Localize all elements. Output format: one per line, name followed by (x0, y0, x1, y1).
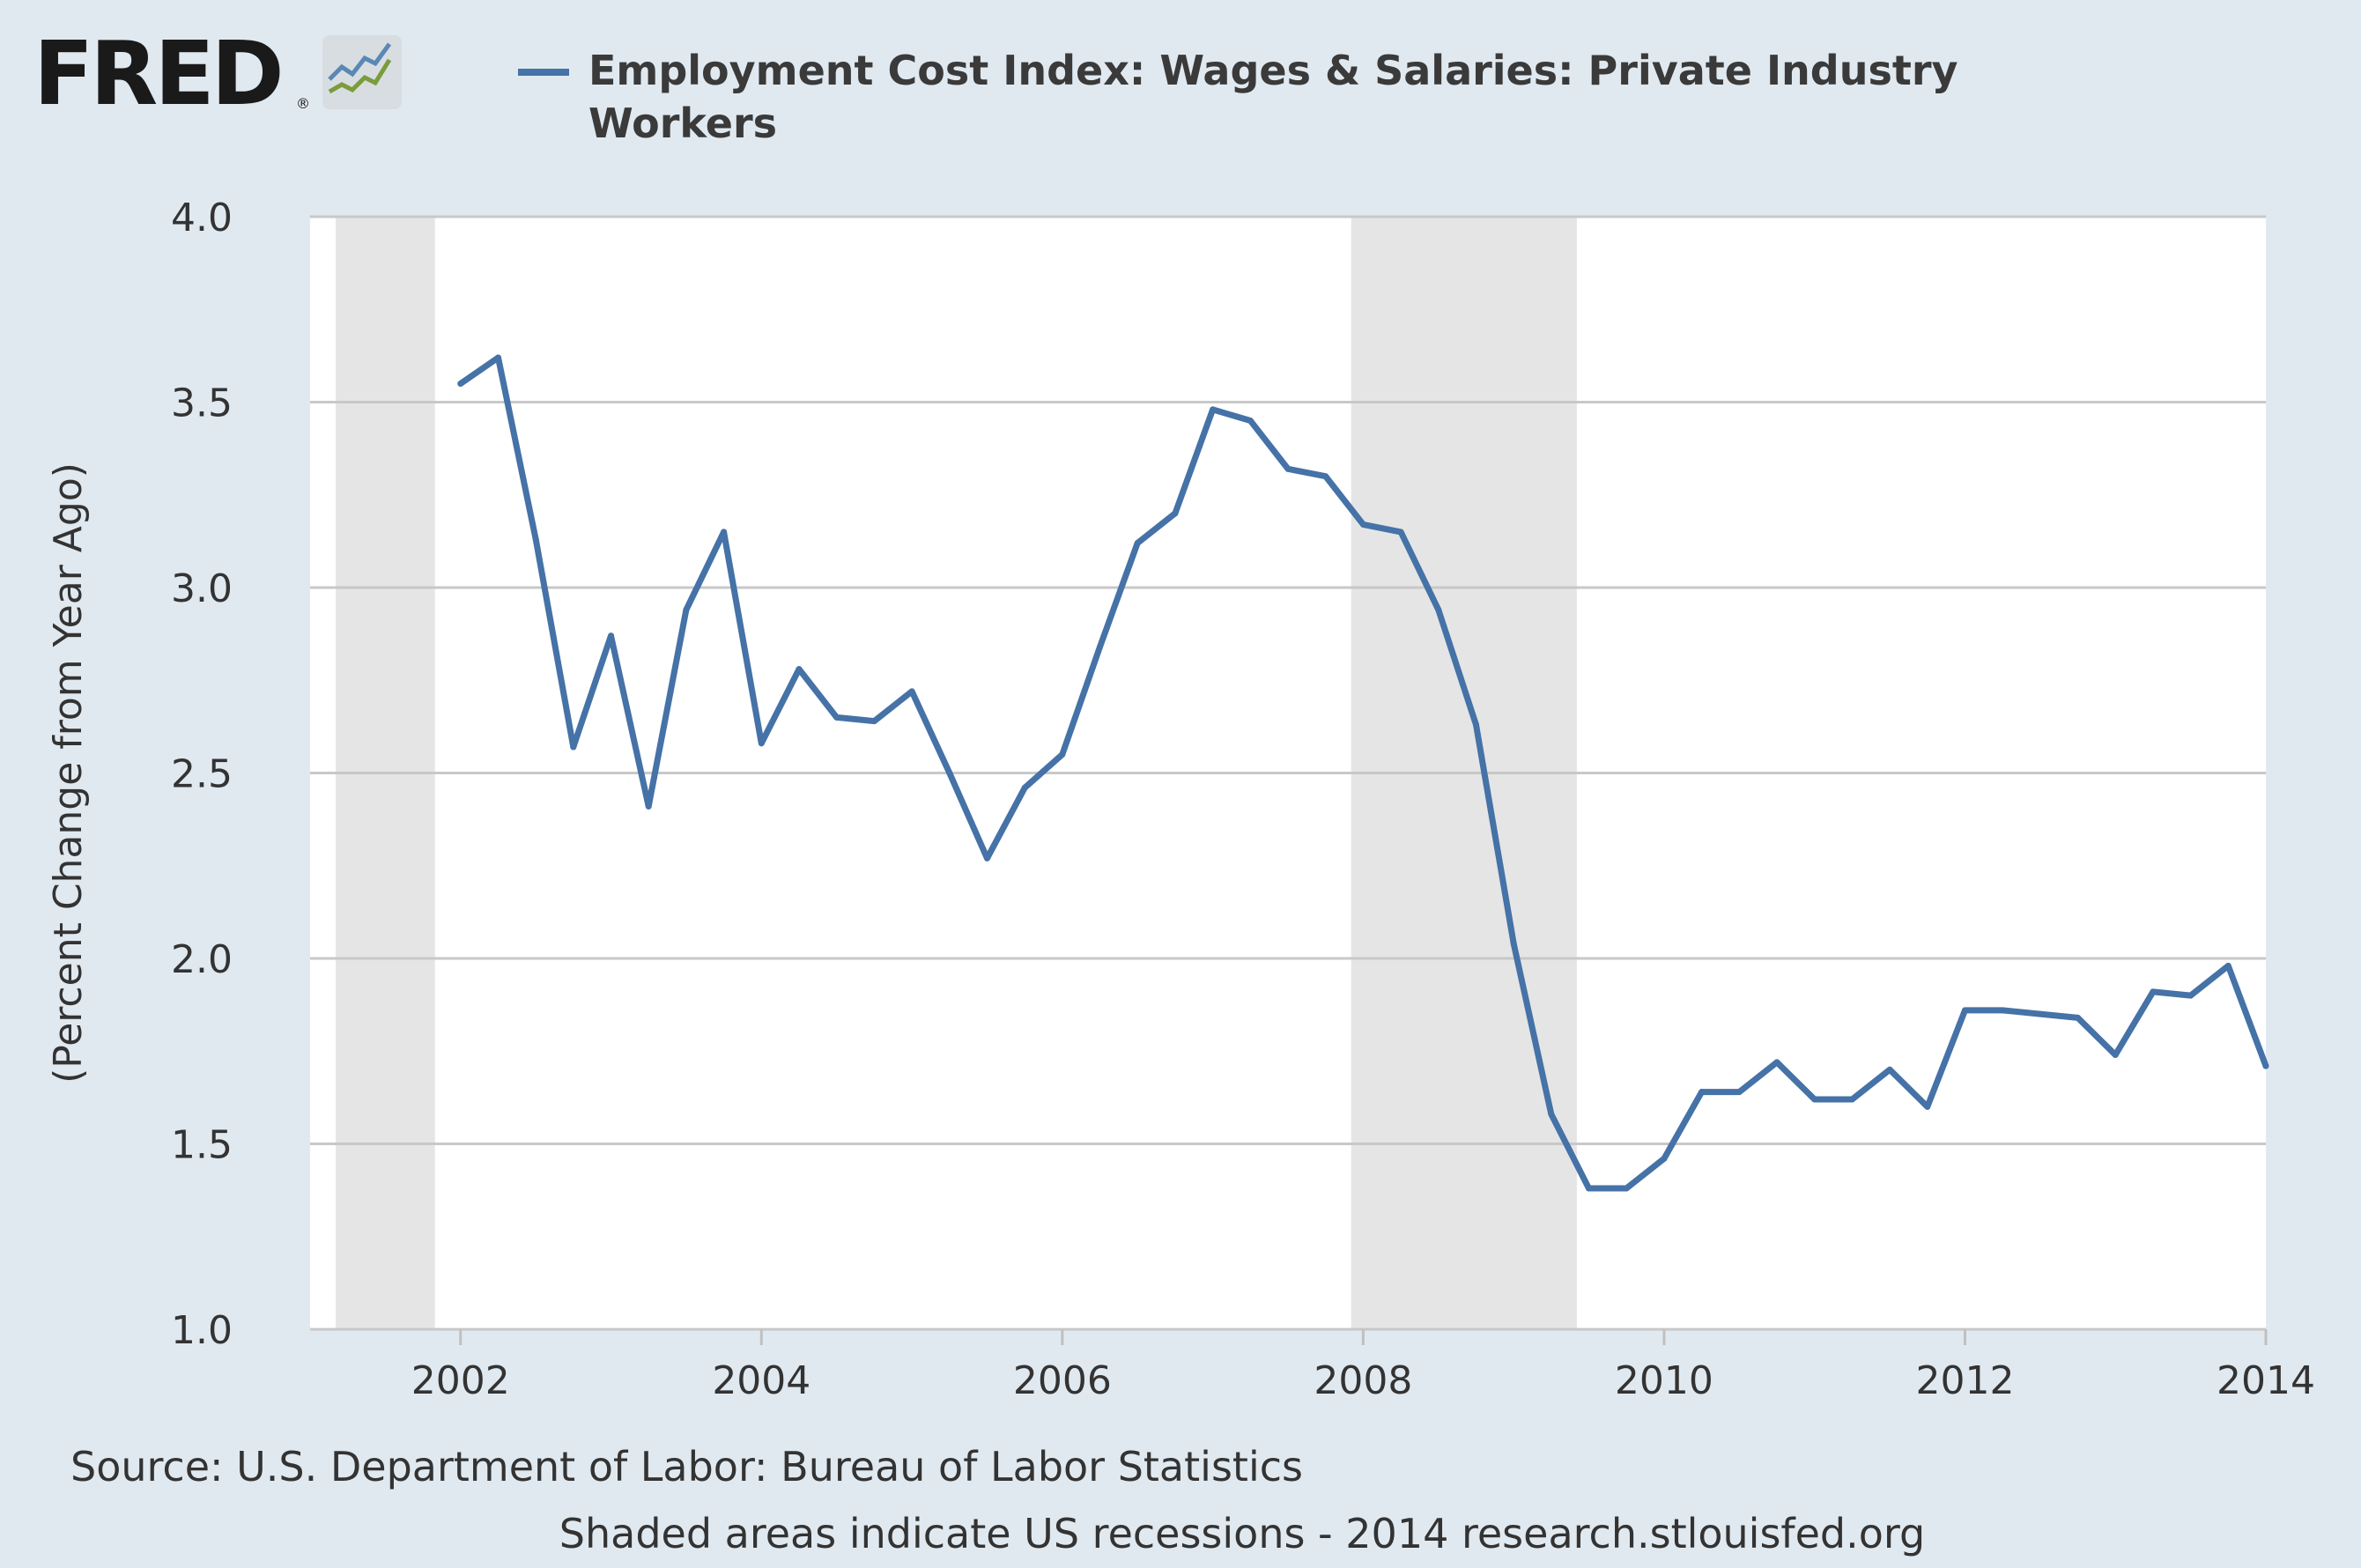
data-point (1548, 1111, 1555, 1118)
data-point (2224, 962, 2231, 969)
gridlines (310, 215, 2266, 1145)
data-point (1811, 1096, 1818, 1103)
y-tick-label: 1.5 (171, 1123, 233, 1168)
data-point (2075, 1014, 2082, 1021)
y-tick-label: 3.5 (171, 381, 233, 426)
data-point (2112, 1051, 2119, 1058)
data-point (1999, 1007, 2006, 1014)
tick-labels: 1.0 1.5 2.0 2.5 3.0 3.5 4.0 2002 2004 2006 2008 201… (46, 196, 2315, 1403)
data-point (1472, 721, 1479, 729)
y-tick-label: 4.0 (171, 196, 233, 240)
data-point (1736, 1089, 1743, 1096)
data-point (2037, 1010, 2044, 1017)
legend-label[interactable]: Employment Cost Index: Wages & Salaries:… (588, 47, 1958, 147)
data-point (1924, 1103, 1931, 1110)
data-point (1021, 784, 1028, 791)
y-tick-label: 3.0 (171, 566, 233, 611)
data-point (1134, 539, 1141, 546)
data-point (1435, 606, 1442, 613)
fred-logo[interactable]: FRED (33, 22, 285, 125)
data-point (608, 632, 615, 640)
data-point (645, 802, 652, 810)
data-point (1586, 1185, 1593, 1192)
data-point (570, 743, 577, 751)
x-tick-label: 2012 (1915, 1358, 2014, 1403)
data-point (1886, 1066, 1893, 1073)
data-point (1773, 1059, 1780, 1066)
x-tick-label: 2006 (1013, 1358, 1112, 1403)
y-tick-label: 2.5 (171, 752, 233, 797)
data-point (1097, 643, 1104, 650)
data-point (983, 854, 990, 862)
data-point (532, 536, 539, 543)
x-tick-label: 2002 (411, 1358, 510, 1403)
data-point (2150, 988, 2157, 995)
y-tick-label: 1.0 (171, 1308, 233, 1353)
data-point (2187, 992, 2194, 999)
data-point (494, 354, 501, 361)
x-tick-label: 2010 (1615, 1358, 1713, 1403)
data-point (1059, 751, 1066, 758)
data-point (457, 380, 464, 387)
data-point (758, 740, 765, 747)
data-point (1661, 1155, 1668, 1162)
data-point (833, 714, 840, 721)
y-axis-label: (Percent Change from Year Ago) (46, 462, 91, 1084)
x-tick-label: 2004 (712, 1358, 810, 1403)
data-point (1322, 473, 1329, 480)
series (457, 354, 2269, 1192)
data-point (2262, 1062, 2269, 1069)
data-point (1961, 1007, 1968, 1014)
axes (310, 1328, 2268, 1345)
data-point (1848, 1096, 1855, 1103)
data-point (683, 606, 690, 613)
data-point (1397, 529, 1404, 536)
data-point (1510, 940, 1517, 947)
data-point (721, 529, 728, 536)
data-point (870, 718, 877, 725)
chart-header: FRED ® Employment Cost Index: Wages & Sa… (0, 0, 2361, 176)
data-point (1210, 406, 1217, 413)
x-tick-label: 2014 (2217, 1358, 2315, 1403)
data-point (908, 688, 915, 695)
data-point (1359, 521, 1366, 528)
data-point (1172, 510, 1179, 517)
x-tick-label: 2008 (1314, 1358, 1412, 1403)
source-note: Source: U.S. Department of Labor: Bureau… (70, 1443, 1303, 1490)
data-point (1623, 1185, 1630, 1192)
data-point (1247, 418, 1254, 425)
data-point (1699, 1089, 1706, 1096)
fred-graph-icon (322, 35, 402, 109)
data-point (1284, 465, 1292, 472)
y-tick-label: 2.0 (171, 937, 233, 982)
recession-note: Shaded areas indicate US recessions - 20… (559, 1510, 1926, 1557)
data-point (796, 666, 803, 673)
legend-swatch (518, 69, 569, 76)
registered-mark: ® (296, 95, 310, 112)
data-point (946, 770, 953, 776)
